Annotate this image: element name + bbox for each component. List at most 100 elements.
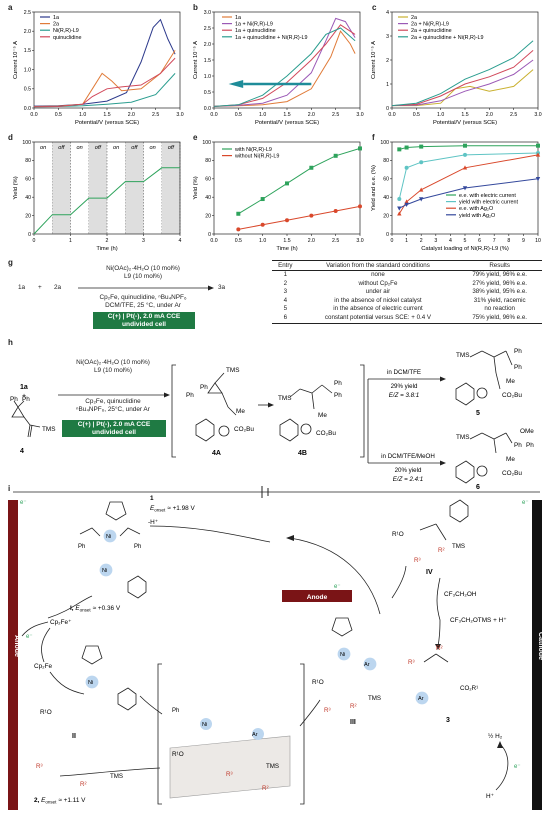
on-off-label: off (168, 145, 176, 151)
r1o-II: R¹O (40, 709, 52, 716)
y-tick-label: 100 (380, 140, 389, 146)
off-region (161, 142, 180, 234)
y-tick-label: 0.0 (204, 106, 211, 112)
series-line (33, 167, 180, 235)
legend-label: 1a + Ni(R,R)-L9 (235, 22, 273, 28)
x-tick-label: 2 (106, 238, 109, 244)
series-line (238, 205, 361, 230)
y-tick-label: 20 (25, 213, 31, 219)
x-tick-label: 0.0 (388, 112, 395, 118)
onset-I-value: ≈ +0.36 V (93, 605, 121, 612)
h-ph-5-2: Ph (514, 348, 522, 355)
panel-label-b: b (193, 3, 198, 12)
y-tick-label: 80 (25, 158, 31, 164)
x-tick-label: 0.0 (210, 238, 217, 244)
x-tick-label: 2.5 (510, 112, 517, 118)
series-line (33, 50, 176, 107)
h-co2bu-5: CO₂Bu (502, 392, 522, 399)
cv-chart-a: 0.0 0.5 1.0 1.5 2.0 2.5 3.0 0.0 0.5 1.0 1.5 2.0 2.5 P… (12, 10, 184, 126)
h-upper-solvent: in DCM/TFE (387, 369, 421, 376)
y-tick-label: 60 (205, 177, 211, 183)
time-course-chart-e: 0.0 0.5 1.0 1.5 2.0 2.5 3.0 0 20 40 60 80 100 Time (h… (193, 140, 364, 252)
h-lower-yield: 20% yield (395, 467, 422, 474)
x-tick-label: 3 (142, 238, 145, 244)
y-tick-label: 40 (205, 195, 211, 201)
cell-result: 75% yield, 96% e.e. (457, 313, 542, 324)
series-line (33, 57, 176, 108)
onset-I: I, Eonset ≈ +0.36 V (70, 605, 121, 613)
x-tick-label: 1 (69, 238, 72, 244)
r2-ts: R² (262, 785, 269, 792)
y-tick-label: 0 (28, 232, 31, 238)
y-tick-label: 1.0 (204, 74, 211, 80)
e-label-mid: e⁻ (334, 584, 341, 590)
g-cce-box: C(+) | Pt(-), 2.0 mA CCE undivided cell (93, 312, 195, 330)
cell-result: 38% yield, 95% e.e. (472, 288, 528, 296)
substrate-4-structure (11, 400, 41, 438)
r2-IV: R² (438, 547, 445, 554)
h-conditions-above: Ni(OAc)₂·4H₂O (10 mol%) L9 (10 mol%) (58, 359, 168, 375)
y-tick-label: 0 (386, 106, 389, 112)
tms-ts: TMS (266, 763, 279, 770)
x-axis-label: Potential/V (versus SCE) (255, 120, 319, 126)
anode-mid-box (282, 590, 352, 602)
data-point (404, 202, 409, 207)
onset1-e: E (150, 505, 155, 512)
h-label-6: 6 (476, 484, 480, 490)
ni-complex-I-structure (99, 563, 147, 599)
r1o-IV: R¹O (392, 531, 404, 538)
y-tick-label: 2.5 (204, 26, 211, 32)
x-tick-label: 0.5 (55, 112, 62, 118)
h-cce-box: C(+) | Pt(-), 2.0 mA CCE undivided cell (62, 420, 166, 438)
h-me-5: Me (506, 378, 515, 385)
y-tick-label: 2.0 (204, 42, 211, 48)
th-entry: Entry (272, 260, 299, 271)
cell-variation: in the absence of nickel catalyst (334, 296, 422, 304)
ni-label-II: Ni (88, 680, 93, 686)
table-row: 4 in the absence of nickel catalyst 31% yi… (272, 297, 542, 306)
h-co2bu-6: CO₂Bu (502, 470, 522, 477)
legend-label: yield with electric current (459, 200, 519, 206)
cell-result: 79% yield, 96% e.e. (472, 271, 528, 278)
h-catalyst: Ni(OAc)₂·4H₂O (10 mol%) (76, 359, 150, 366)
h-ph-5-1: Ph (514, 364, 522, 371)
x-tick-label: 1.5 (461, 112, 468, 118)
cell-result: 27% yield, 96% e.e. (472, 279, 528, 287)
x-tick-label: 3.0 (356, 238, 363, 244)
ni-label-1: Ni (106, 534, 111, 540)
legend-label: 2a (53, 22, 59, 28)
anode-electrode (8, 500, 18, 810)
product-3-structure (415, 653, 449, 705)
g-conditions-above: Ni(OAc)₂·4H₂O (10 mol%) L9 (10 mol%) (78, 265, 208, 281)
x-tick-label: 2.0 (308, 112, 315, 118)
y-axis-label: Yield and e.e. (%) (371, 165, 377, 211)
g-catalyst: Ni(OAc)₂·4H₂O (10 mol%) (106, 265, 180, 272)
y-tick-label: 80 (383, 158, 389, 164)
data-point (260, 197, 265, 202)
h-ome-6: OMe (520, 428, 534, 435)
cf3otms: CF₃CH₂OTMS + H⁺ (450, 617, 507, 624)
ph-1b: Ph (134, 544, 141, 550)
series-line (391, 50, 534, 107)
h-cell-line: undivided cell (92, 428, 136, 436)
label-III: III (350, 719, 356, 726)
x-tick-label: 3.0 (534, 112, 541, 118)
x-axis-label: Potential/V (versus SCE) (433, 120, 497, 126)
h-label-1a: 1a (20, 384, 28, 391)
data-point (463, 143, 467, 148)
g-additives: Cp₂Fe, quinuclidine, ⁿBu₄NPF₆ (99, 294, 187, 301)
legend-label: e.e. with electric current (459, 193, 516, 199)
data-point (535, 177, 541, 182)
onset-I-e: E (75, 605, 80, 612)
data-point (462, 165, 468, 170)
onset1: Eonset ≈ +1.98 V (150, 505, 196, 513)
r3-3: R³ (408, 659, 415, 666)
g-reactant-1a: 1a (18, 284, 26, 291)
legend-label: 2a + quinuclidine (411, 28, 452, 34)
h-conditions-below: Cp₂Fe, quinuclidine ⁿBu₄NPF₆, 25°C, unde… (58, 398, 168, 414)
y-tick-label: 3.0 (204, 10, 211, 16)
y-tick-label: 2.5 (24, 10, 31, 16)
g-conditions-below: Cp₂Fe, quinuclidine, ⁿBu₄NPF₆ DCM/TFE, 2… (78, 294, 208, 310)
x-tick-label: 4 (179, 238, 182, 244)
